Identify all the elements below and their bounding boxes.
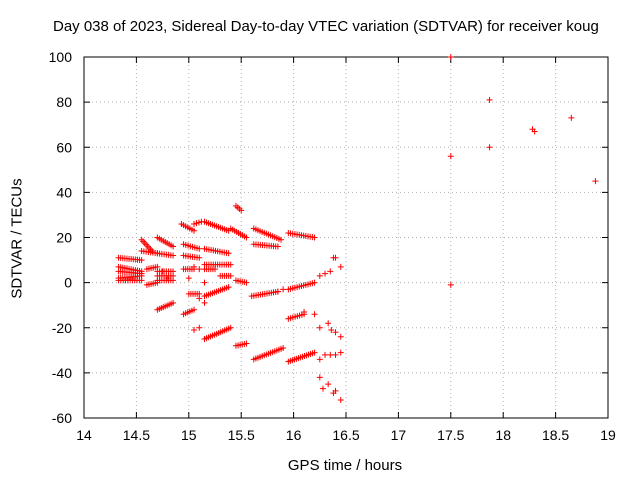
data-point [225, 284, 232, 291]
data-point [447, 153, 454, 160]
data-point [316, 356, 323, 363]
data-points [115, 54, 599, 403]
data-point [486, 144, 493, 151]
data-point [322, 270, 329, 277]
x-axis-label: GPS time / hours [287, 457, 403, 474]
data-point [243, 340, 250, 347]
x-tick-label: 14 [76, 427, 92, 443]
data-point [568, 114, 575, 121]
data-point [225, 250, 232, 257]
data-point [316, 324, 323, 331]
data-point [164, 275, 171, 282]
data-point [274, 243, 281, 250]
x-tick-label: 15.5 [228, 427, 255, 443]
data-point [138, 277, 145, 284]
data-point [170, 252, 177, 259]
y-tick-label: 40 [56, 184, 72, 200]
x-tick-label: 19 [600, 427, 616, 443]
data-point [337, 263, 344, 270]
y-tick-label: -20 [52, 320, 72, 336]
x-tick-label: 18 [495, 427, 511, 443]
axis-ticks: 14 14.5 15 15.5 16 16.5 17 17.5 18 18.5 19 -60 -40 -2… [49, 49, 616, 443]
data-point [191, 227, 198, 234]
data-point [327, 351, 334, 358]
data-point [447, 54, 454, 60]
data-point [278, 236, 285, 243]
data-point [332, 387, 339, 394]
data-point [196, 324, 203, 331]
data-point [316, 272, 323, 279]
data-point [337, 349, 344, 356]
data-point [191, 263, 198, 270]
data-point [159, 268, 166, 275]
data-point [311, 311, 318, 318]
data-point [311, 279, 318, 286]
data-point [332, 351, 339, 358]
data-point [311, 349, 318, 356]
data-point [486, 96, 493, 103]
data-point [322, 351, 329, 358]
x-tick-label: 17.5 [437, 427, 464, 443]
data-point [170, 299, 177, 306]
data-point [330, 254, 337, 261]
data-point [227, 272, 234, 279]
data-point [170, 277, 177, 284]
x-tick-label: 16.5 [332, 427, 359, 443]
data-point [201, 279, 208, 286]
data-point [319, 385, 326, 392]
data-point [196, 266, 203, 273]
y-tick-label: 100 [49, 49, 73, 65]
x-tick-label: 17 [391, 427, 407, 443]
x-tick-label: 16 [286, 427, 302, 443]
y-tick-label: 80 [56, 94, 72, 110]
data-point [212, 266, 218, 273]
data-point [196, 295, 203, 302]
data-point [238, 207, 245, 214]
data-point [170, 243, 177, 250]
y-tick-label: 20 [56, 230, 72, 246]
data-point [332, 329, 339, 336]
y-tick-label: -60 [52, 410, 72, 426]
data-point [327, 268, 334, 275]
data-point [337, 333, 344, 340]
x-tick-label: 18.5 [542, 427, 569, 443]
data-point [191, 327, 198, 334]
chart-title: Day 038 of 2023, Sidereal Day-to-day VTE… [53, 18, 599, 35]
data-point [201, 299, 208, 306]
data-point [280, 345, 287, 352]
data-point [227, 324, 234, 331]
data-point [196, 254, 203, 261]
data-point [301, 308, 308, 315]
data-point [191, 306, 198, 313]
y-tick-label: -40 [52, 365, 72, 381]
data-point [138, 257, 145, 264]
x-tick-label: 14.5 [123, 427, 150, 443]
data-point [316, 374, 323, 381]
data-point [328, 327, 335, 334]
data-point [447, 281, 454, 288]
x-tick-label: 15 [181, 427, 197, 443]
data-point [531, 128, 538, 135]
data-point [227, 261, 234, 268]
data-point [243, 234, 250, 241]
data-point [325, 381, 332, 388]
y-tick-label: 0 [64, 275, 72, 291]
data-point [592, 178, 599, 185]
data-point [280, 286, 287, 293]
data-point [185, 275, 192, 282]
y-tick-label: 60 [56, 139, 72, 155]
data-point [243, 279, 250, 286]
data-point [337, 396, 344, 403]
data-point [274, 288, 281, 295]
grid-lines [84, 57, 608, 418]
data-point [196, 245, 203, 252]
data-point [325, 320, 332, 327]
data-point [311, 234, 318, 241]
